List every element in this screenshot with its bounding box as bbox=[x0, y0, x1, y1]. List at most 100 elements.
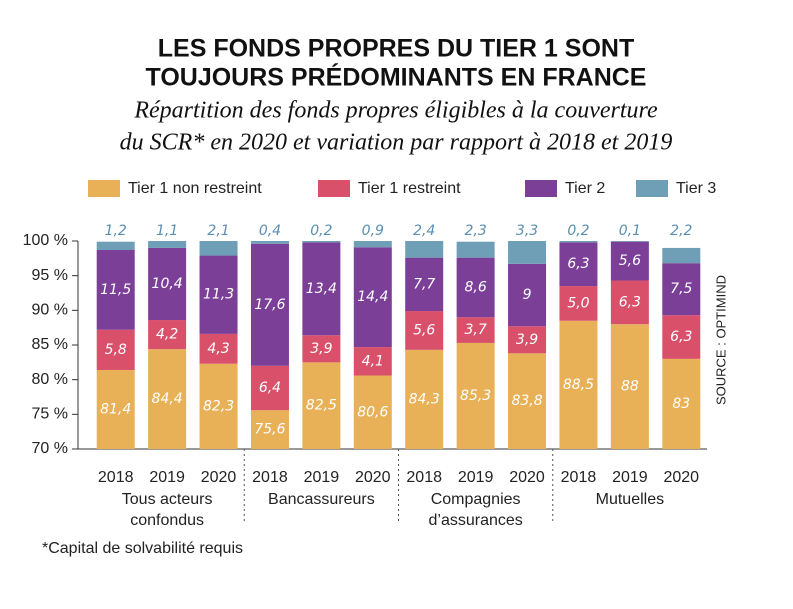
group-label: Bancassureurs bbox=[268, 491, 375, 508]
bar-segment bbox=[199, 255, 238, 334]
legend-label: Tier 1 non restreint bbox=[128, 180, 262, 197]
bar-segment bbox=[662, 247, 701, 264]
x-tick-label: 2019 bbox=[458, 469, 494, 486]
bar-segment bbox=[302, 362, 341, 449]
bar-segment bbox=[508, 241, 547, 264]
y-tick-label: 80 % bbox=[32, 371, 68, 388]
bar-segment bbox=[96, 241, 135, 251]
value-label: 1,1 bbox=[156, 223, 178, 239]
y-tick-label: 100 % bbox=[23, 232, 68, 249]
bar-segment bbox=[405, 311, 444, 350]
group-label: d’assurances bbox=[428, 512, 522, 529]
legend-swatch bbox=[525, 180, 557, 197]
y-tick-label: 95 % bbox=[32, 267, 68, 284]
legend-label: Tier 3 bbox=[676, 180, 716, 197]
value-label: 6,3 bbox=[670, 329, 692, 345]
value-label: 3,7 bbox=[464, 322, 486, 338]
value-label: 83,8 bbox=[511, 393, 542, 409]
value-label: 4,1 bbox=[362, 353, 384, 369]
bar-segment bbox=[96, 369, 135, 449]
bar-segment bbox=[250, 243, 289, 366]
x-tick-label: 2018 bbox=[252, 469, 288, 486]
x-tick-label: 2019 bbox=[612, 469, 648, 486]
bar-segment bbox=[148, 320, 187, 350]
x-tick-label: 2020 bbox=[355, 469, 391, 486]
value-label: 7,5 bbox=[670, 281, 692, 297]
bar-segment bbox=[559, 241, 598, 243]
value-label: 3,9 bbox=[310, 341, 332, 357]
source: SOURCE : OPTIMIND bbox=[713, 275, 728, 405]
value-label: 5,6 bbox=[413, 322, 435, 338]
value-label: 83 bbox=[672, 396, 690, 412]
value-label: 17,6 bbox=[254, 297, 285, 313]
value-label: 0,9 bbox=[362, 223, 384, 239]
value-label: 11,5 bbox=[100, 282, 131, 298]
bar-segment bbox=[559, 242, 598, 287]
bar-segment bbox=[508, 263, 547, 327]
value-label: 0,2 bbox=[567, 223, 589, 239]
value-label: 9 bbox=[523, 287, 532, 303]
value-label: 1,2 bbox=[105, 223, 127, 239]
title-line: LES FONDS PROPRES DU TIER 1 SONT bbox=[158, 35, 634, 63]
subtitle-line: du SCR* en 2020 et variation par rapport… bbox=[120, 130, 673, 156]
value-label: 85,3 bbox=[460, 388, 491, 404]
bar-segment bbox=[96, 329, 135, 370]
group-label: confondus bbox=[130, 512, 204, 529]
value-label: 5,6 bbox=[619, 253, 641, 269]
group-label: Tous acteurs bbox=[122, 491, 213, 508]
legend-swatch bbox=[88, 180, 120, 197]
bar-segment bbox=[456, 241, 495, 258]
value-label: 2,2 bbox=[670, 223, 692, 239]
value-label: 75,6 bbox=[254, 422, 285, 438]
value-label: 11,3 bbox=[203, 287, 234, 303]
value-label: 84,3 bbox=[409, 391, 440, 407]
bar-segment bbox=[250, 241, 289, 244]
value-label: 14,4 bbox=[357, 289, 388, 305]
title-line: TOUJOURS PRÉDOMINANTS EN FRANCE bbox=[146, 63, 647, 92]
bar-segment bbox=[508, 353, 547, 449]
bar-segment bbox=[353, 247, 392, 348]
bar-segment bbox=[610, 241, 649, 242]
value-label: 0,1 bbox=[619, 223, 641, 239]
y-tick-label: 85 % bbox=[32, 336, 68, 353]
value-label: 0,2 bbox=[310, 223, 332, 239]
bar-segment bbox=[148, 247, 187, 321]
bar-segment bbox=[610, 324, 649, 449]
bar-segment bbox=[405, 241, 444, 258]
value-label: 2,1 bbox=[207, 223, 229, 239]
subtitle-line: Répartition des fonds propres éligibles … bbox=[133, 98, 658, 124]
bar-segment bbox=[353, 241, 392, 248]
bar-segment bbox=[353, 347, 392, 376]
legend-swatch bbox=[636, 180, 668, 197]
bar-segment bbox=[250, 410, 289, 449]
legend-label: Tier 1 restreint bbox=[358, 180, 461, 197]
value-label: 6,4 bbox=[259, 380, 281, 396]
bar-segment bbox=[199, 241, 238, 256]
bar-segment bbox=[148, 349, 187, 449]
bar-segment bbox=[662, 263, 701, 316]
bar-segment bbox=[508, 326, 547, 354]
value-label: 3,3 bbox=[516, 223, 538, 239]
bar-segment bbox=[405, 349, 444, 449]
value-label: 8,6 bbox=[464, 279, 486, 295]
bar-segment bbox=[456, 317, 495, 343]
bar-segment bbox=[199, 363, 238, 449]
bar-segment bbox=[148, 241, 187, 248]
group-label: Mutuelles bbox=[596, 491, 664, 508]
x-tick-label: 2020 bbox=[509, 469, 545, 486]
value-label: 2,3 bbox=[464, 223, 486, 239]
bar-segment bbox=[559, 286, 598, 321]
bar-segment bbox=[302, 241, 341, 243]
bar-segment bbox=[456, 342, 495, 449]
x-tick-label: 2020 bbox=[201, 469, 237, 486]
legend-swatch bbox=[318, 180, 350, 197]
y-tick-label: 75 % bbox=[32, 406, 68, 423]
value-label: 10,4 bbox=[152, 276, 183, 292]
x-tick-label: 2018 bbox=[406, 469, 442, 486]
value-label: 4,2 bbox=[156, 327, 178, 343]
bar-segment bbox=[662, 315, 701, 359]
legend-label: Tier 2 bbox=[565, 180, 605, 197]
bar-segment bbox=[559, 320, 598, 449]
bar-segment bbox=[353, 375, 392, 449]
